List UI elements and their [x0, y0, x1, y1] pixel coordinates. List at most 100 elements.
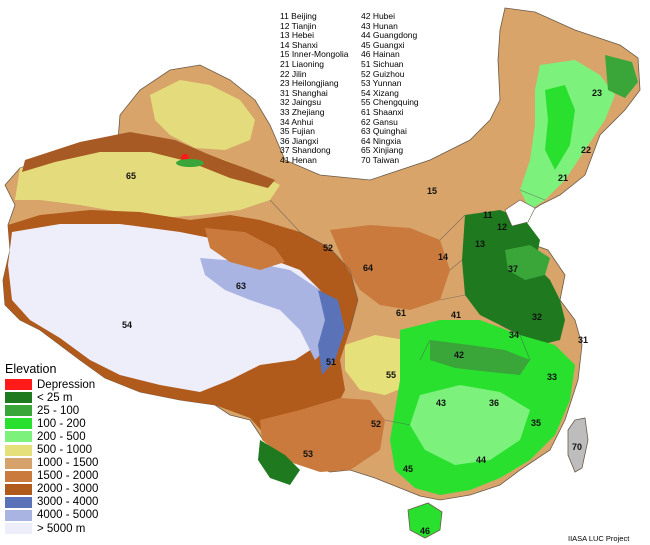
code-entry: 63 Quinghai	[361, 126, 407, 137]
credit-text: IIASA LUC Project	[568, 534, 630, 543]
qinghai-plateau	[200, 258, 335, 360]
legend-swatch	[5, 379, 32, 391]
songnen-plain	[545, 85, 575, 170]
legend-label: 1000 - 1500	[37, 457, 99, 470]
qaidam-basin	[205, 228, 285, 270]
legend-label: > 5000 m	[37, 522, 86, 535]
bohai-sea	[504, 199, 536, 227]
code-entry: 51 Sichuan	[361, 58, 404, 69]
code-entry: 22 Jilin	[280, 68, 307, 79]
legend-label: Depression	[37, 378, 96, 391]
province-label-12: 12	[497, 222, 508, 232]
province-label-44: 44	[476, 455, 487, 465]
legend-swatch	[5, 444, 32, 456]
code-entry: 15 Inner-Mongolia	[280, 49, 349, 60]
province-label-41: 41	[451, 310, 462, 320]
code-entry: 62 Gansu	[361, 116, 398, 127]
legend-label: 100 - 200	[37, 417, 86, 430]
code-entry: 41 Henan	[280, 154, 317, 165]
code-entry: 32 Jaingsu	[280, 97, 322, 108]
province-label-31: 31	[578, 335, 589, 345]
province-label-43: 43	[436, 398, 447, 408]
province-label-33: 33	[547, 372, 558, 382]
legend-swatch	[5, 418, 32, 430]
eastern-escarpment	[318, 290, 345, 375]
legend-label: < 25 m	[37, 391, 73, 404]
code-entry: 53 Yunnan	[361, 78, 402, 89]
legend-swatch	[5, 470, 32, 482]
yangtze-lowlands	[430, 340, 530, 375]
code-entry: 33 Zhejiang	[280, 106, 325, 117]
code-entry: 23 Heilongjiang	[280, 78, 339, 89]
legend-entry: 1500 - 2000	[5, 470, 125, 483]
province-label-14: 14	[438, 252, 449, 262]
province-code-list-2: 42 Hubei 43 Hunan 44 Guangdong 45 Guangx…	[361, 11, 419, 166]
code-entry: 35 Fujian	[280, 126, 315, 137]
legend-label: 3000 - 4000	[37, 496, 99, 509]
code-entry: 21 Liaoning	[280, 58, 324, 69]
legend-swatch	[5, 431, 32, 443]
province-label-65: 65	[126, 171, 137, 181]
tianshan-range	[22, 132, 275, 188]
province-label-11: 11	[483, 210, 493, 220]
province-label-45: 45	[403, 464, 414, 474]
north-china-plain	[462, 210, 565, 345]
province-boundaries	[269, 189, 546, 426]
legend-entry: 100 - 200	[5, 417, 125, 430]
code-entry: 43 Hunan	[361, 20, 398, 31]
code-entry: 65 Xinjiang	[361, 145, 404, 156]
code-entry: 55 Chengquing	[361, 97, 419, 108]
south-lowlands	[410, 385, 530, 465]
legend-entry: > 5000 m	[5, 522, 125, 535]
province-label-15: 15	[427, 186, 438, 196]
province-label-55: 55	[386, 370, 397, 380]
province-label-52b: 52	[371, 419, 382, 429]
province-label-36: 36	[489, 398, 500, 408]
code-entry: 64 Ningxia	[361, 135, 402, 146]
code-entry: 44 Guangdong	[361, 30, 418, 41]
legend-swatch	[5, 509, 32, 521]
legend-swatch	[5, 405, 32, 417]
code-entry: 36 Jiangxi	[280, 135, 319, 146]
province-label-35: 35	[531, 418, 542, 428]
legend-label: 500 - 1000	[37, 444, 92, 457]
legend-label: 200 - 500	[37, 430, 86, 443]
legend-label: 4000 - 5000	[37, 509, 99, 522]
province-label-70: 70	[572, 442, 583, 452]
legend-label: 25 - 100	[37, 404, 80, 417]
legend-entry: 1000 - 1500	[5, 457, 125, 470]
yunnan-south	[258, 440, 300, 485]
province-label-23: 23	[592, 88, 603, 98]
loess-plateau	[330, 225, 450, 310]
province-label-22: 22	[581, 145, 592, 155]
code-entry: 45 Guangxi	[361, 39, 405, 50]
legend-entry: 4000 - 5000	[5, 509, 125, 522]
legend-swatch	[5, 496, 32, 508]
code-entry: 13 Hebei	[280, 30, 315, 41]
legend-title: Elevation	[5, 362, 57, 376]
province-label-54: 54	[122, 320, 133, 330]
code-entry: 54 Xizang	[361, 87, 399, 98]
shandong-hills	[505, 245, 550, 280]
code-entry: 12 Tianjin	[280, 20, 317, 31]
code-entry: 31 Shanghai	[280, 87, 328, 98]
legend-entry: 200 - 500	[5, 430, 125, 443]
province-label-52a: 52	[323, 243, 334, 253]
province-label-51: 51	[326, 357, 337, 367]
code-entry: 61 Shaanxi	[361, 106, 404, 117]
depression-green	[176, 159, 204, 167]
province-label-63: 63	[236, 281, 247, 291]
province-label-34: 34	[509, 330, 520, 340]
legend-swatch	[5, 523, 32, 535]
legend-label: 1500 - 2000	[37, 470, 99, 483]
legend-entries: Depression < 25 m 25 - 100 100 - 200 200 - 5…	[5, 378, 125, 535]
code-entry: 37 Shandong	[280, 145, 331, 156]
province-label-32: 32	[532, 312, 543, 322]
taiwan-island	[567, 417, 589, 473]
province-label-46: 46	[420, 526, 431, 536]
elevation-legend: Elevation Depression < 25 m 25 - 100 100 - …	[5, 362, 125, 535]
code-entry: 11 Beijing	[280, 11, 317, 21]
legend-entry: 3000 - 4000	[5, 496, 125, 509]
hainan-island	[407, 502, 443, 539]
province-label-53: 53	[303, 449, 314, 459]
